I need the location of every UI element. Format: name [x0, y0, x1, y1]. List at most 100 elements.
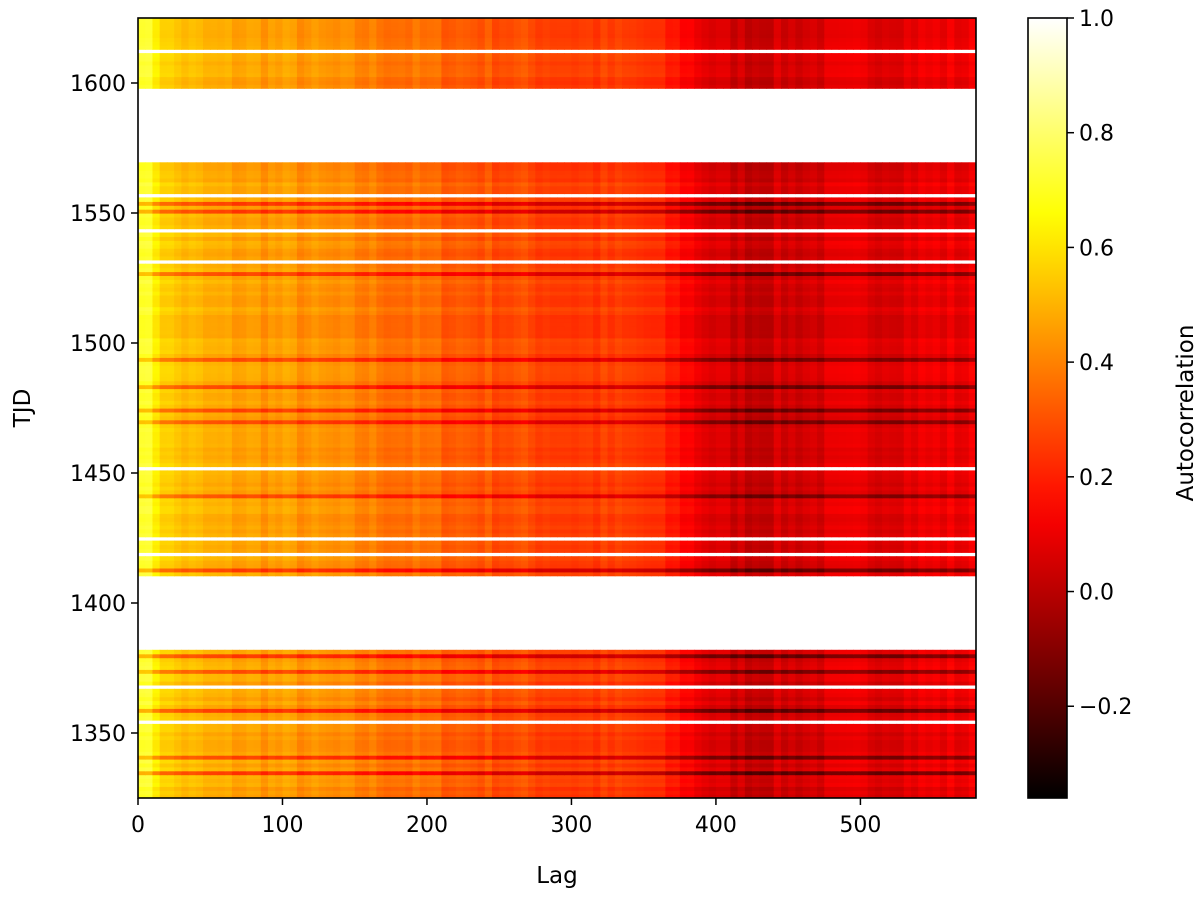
heatmap-cell	[932, 727, 941, 733]
heatmap-cell	[275, 665, 284, 670]
heatmap-cell	[795, 739, 804, 744]
heatmap-cell	[203, 677, 211, 682]
heatmap-cell	[260, 716, 269, 721]
heatmap-cell	[759, 743, 768, 748]
heatmap-cell	[759, 735, 768, 741]
heatmap-cell	[268, 653, 276, 659]
heatmap-cell	[528, 716, 536, 721]
heatmap-cell	[578, 571, 587, 577]
heatmap-cell	[340, 751, 349, 756]
heatmap-cell	[780, 751, 789, 756]
heatmap-cell	[188, 727, 197, 733]
heatmap-cell	[838, 727, 847, 733]
heatmap-cell	[629, 564, 638, 569]
heatmap-cell	[802, 649, 811, 655]
heatmap-cell	[672, 673, 681, 678]
heatmap-cell	[188, 704, 197, 709]
heatmap-cell	[629, 751, 638, 756]
heatmap-cell	[203, 657, 211, 663]
heatmap-cell	[954, 673, 963, 678]
heatmap-cell	[253, 653, 262, 659]
heatmap-cell	[824, 560, 833, 565]
heatmap-cell	[954, 735, 963, 741]
heatmap-cell	[528, 712, 536, 717]
heatmap-cell	[585, 790, 594, 795]
heatmap-cell	[672, 653, 681, 659]
heatmap-cell	[723, 661, 731, 666]
heatmap-cell	[564, 653, 573, 659]
heatmap-cell	[925, 731, 934, 737]
heatmap-cell	[809, 571, 818, 577]
heatmap-cell	[874, 571, 883, 577]
heatmap-cell	[557, 673, 565, 678]
heatmap-cell	[499, 696, 508, 702]
heatmap-cell	[795, 681, 804, 686]
heatmap-cell	[347, 661, 356, 666]
heatmap-cell	[390, 755, 399, 760]
heatmap-cell	[513, 794, 522, 798]
heatmap-cell	[484, 673, 493, 678]
heatmap-cell	[426, 696, 435, 702]
heatmap-cell	[889, 556, 898, 561]
heatmap-cell	[780, 778, 789, 783]
heatmap-cell	[636, 762, 645, 768]
heatmap-cell	[347, 548, 356, 553]
heatmap-cell	[549, 782, 558, 787]
heatmap-cell	[723, 723, 731, 729]
heatmap-cell	[499, 774, 508, 780]
heatmap-cell	[557, 696, 565, 702]
heatmap-cell	[889, 759, 898, 764]
heatmap-cell	[195, 653, 204, 659]
heatmap-cell	[376, 723, 385, 729]
heatmap-cell	[253, 727, 262, 733]
heatmap-cell	[203, 688, 211, 694]
heatmap-cell	[138, 696, 146, 702]
heatmap-cell	[759, 786, 768, 791]
heatmap-cell	[145, 571, 154, 577]
heatmap-cell	[217, 755, 226, 760]
heatmap-cell	[520, 665, 529, 670]
heatmap-cell	[477, 560, 486, 565]
heatmap-cell	[231, 727, 240, 733]
heatmap-cell	[217, 731, 226, 737]
heatmap-cell	[737, 669, 746, 674]
heatmap-cell	[968, 790, 976, 795]
heatmap-cell	[954, 657, 963, 663]
heatmap-cell	[903, 774, 912, 780]
heatmap-cell	[622, 723, 630, 729]
heatmap-cell	[715, 696, 724, 702]
heatmap-cell	[932, 782, 941, 787]
heatmap-cell	[824, 700, 833, 705]
heatmap-cell	[730, 688, 739, 694]
heatmap-cell	[939, 704, 948, 709]
heatmap-cell	[333, 755, 341, 760]
heatmap-cell	[845, 661, 854, 666]
heatmap-cell	[463, 681, 471, 686]
heatmap-cell	[152, 743, 161, 748]
heatmap-cell	[658, 567, 666, 573]
heatmap-cell	[166, 774, 175, 780]
heatmap-cell	[145, 786, 154, 791]
heatmap-cell	[795, 778, 804, 783]
heatmap-cell	[289, 727, 298, 733]
heatmap-cell	[513, 571, 522, 577]
heatmap-cell	[318, 716, 327, 721]
heatmap-cell	[289, 786, 298, 791]
heatmap-cell	[788, 716, 796, 721]
heatmap-cell	[542, 665, 551, 670]
heatmap-cell	[701, 669, 710, 674]
heatmap-cell	[636, 665, 645, 670]
heatmap-cell	[506, 708, 515, 713]
heatmap-cell	[845, 567, 854, 573]
heatmap-cell	[802, 712, 811, 717]
heatmap-cell	[636, 766, 645, 772]
heatmap-cell	[296, 743, 305, 748]
heatmap-cell	[491, 774, 500, 780]
heatmap-cell	[542, 704, 551, 709]
heatmap-cell	[788, 786, 796, 791]
heatmap-cell	[766, 759, 775, 764]
heatmap-cell	[542, 708, 551, 713]
heatmap-cell	[535, 677, 544, 682]
heatmap-cell	[650, 567, 659, 573]
heatmap-cell	[882, 708, 890, 713]
